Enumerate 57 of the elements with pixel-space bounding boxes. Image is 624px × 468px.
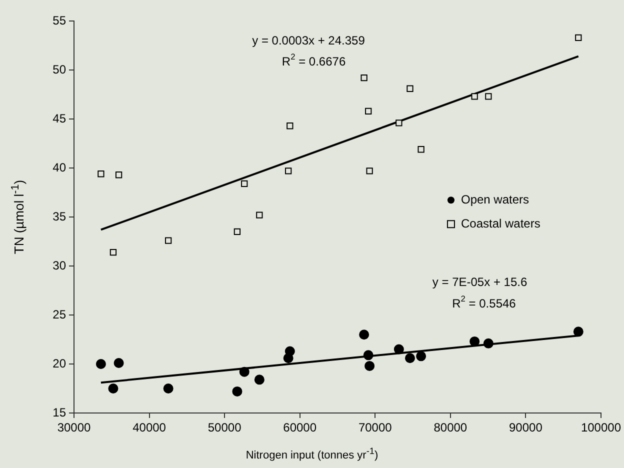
x-tick-label: 30000 — [57, 420, 92, 435]
point — [234, 228, 241, 236]
point — [573, 326, 584, 337]
y-tick-label: 45 — [52, 111, 66, 126]
y-tick-label: 55 — [52, 13, 66, 28]
x-tick-label: 60000 — [283, 420, 317, 435]
point — [404, 353, 415, 364]
point — [284, 346, 295, 356]
annotation: y = 0.0003x + 24.359 — [252, 33, 366, 48]
x-axis-title: Nitrogen input (tonnes yr$^{-1}$) — [244, 446, 380, 462]
point — [256, 212, 263, 218]
point — [96, 359, 106, 369]
legend-label: Coastal waters — [460, 216, 540, 230]
point — [285, 168, 292, 174]
x-tick-label: 90000 — [509, 420, 543, 435]
point — [575, 34, 582, 41]
y-tick-label: 30 — [52, 258, 66, 272]
point — [396, 120, 402, 126]
y-tick-label: 50 — [52, 62, 66, 76]
point — [360, 74, 368, 82]
point — [363, 350, 374, 360]
point — [406, 85, 414, 92]
point — [394, 344, 404, 354]
point — [239, 366, 250, 377]
x-tick-label: 40000 — [132, 420, 166, 435]
point — [114, 358, 124, 368]
point — [365, 108, 372, 114]
legend-label: Open waters — [460, 192, 530, 206]
point — [359, 330, 370, 340]
point — [115, 172, 122, 178]
point — [110, 248, 117, 256]
annotation: y = 7E-05x + 15.6 — [432, 275, 528, 290]
point — [286, 122, 294, 130]
x-tick-label: 100000 — [580, 420, 622, 435]
point — [108, 384, 118, 394]
point — [364, 360, 375, 371]
y-tick-label: 35 — [52, 209, 66, 224]
point — [366, 168, 373, 174]
point — [470, 336, 480, 346]
y-tick-label: 40 — [52, 160, 66, 174]
point — [232, 386, 242, 396]
point — [418, 146, 424, 153]
point — [98, 170, 104, 178]
point — [241, 180, 248, 188]
point — [163, 384, 174, 394]
point — [471, 93, 478, 100]
y-tick-label: 20 — [52, 356, 66, 370]
point — [483, 338, 494, 348]
y-tick-label: 25 — [52, 307, 66, 322]
point — [254, 374, 264, 385]
x-tick-label: 70000 — [358, 420, 392, 435]
point — [416, 351, 426, 362]
point — [485, 93, 492, 100]
x-tick-label: 50000 — [208, 420, 242, 435]
point — [165, 237, 172, 244]
y-tick-label: 15 — [52, 405, 66, 420]
x-tick-label: 80000 — [434, 420, 468, 435]
